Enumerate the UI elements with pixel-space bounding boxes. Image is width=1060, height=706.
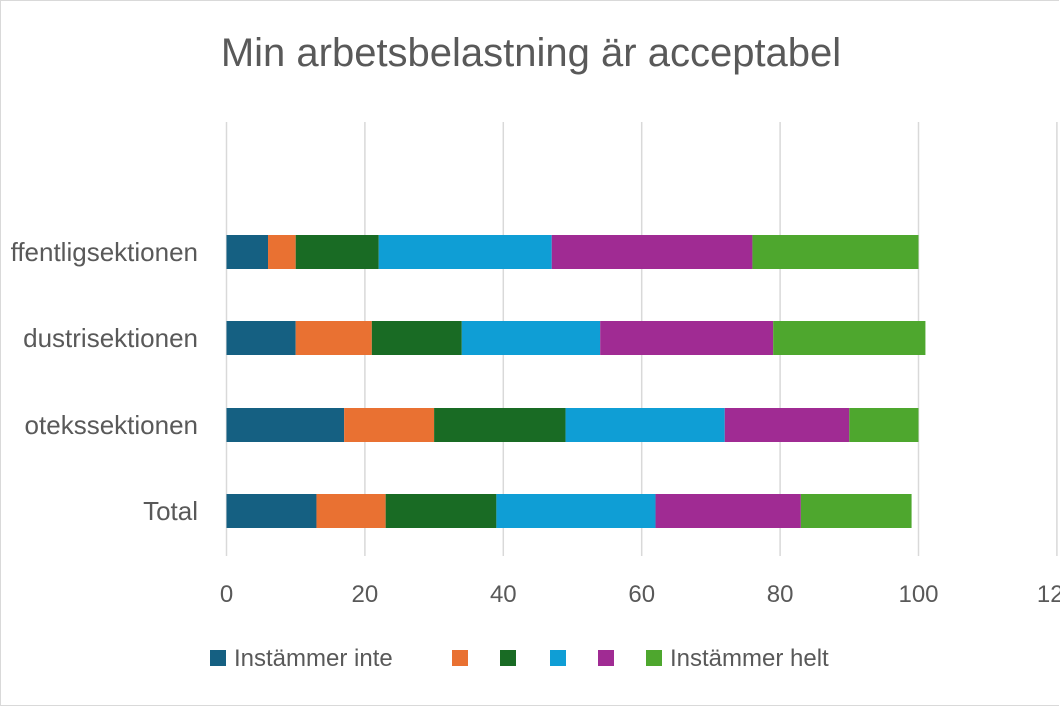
legend-swatch xyxy=(646,650,662,666)
bar-segment xyxy=(385,494,497,528)
legend-swatch xyxy=(500,650,516,666)
bar-segment xyxy=(773,321,926,355)
bar-segment xyxy=(551,235,753,269)
bar-segment xyxy=(344,408,435,442)
category-label: dustrisektionen xyxy=(23,323,198,353)
bar-segment xyxy=(565,408,725,442)
legend-label: Instämmer helt xyxy=(670,645,829,672)
bar-segment xyxy=(461,321,601,355)
x-tick-label: 60 xyxy=(628,581,655,608)
chart-title: Min arbetsbelastning är acceptabel xyxy=(221,31,841,75)
bar-segment xyxy=(268,235,296,269)
legend-swatch xyxy=(210,650,226,666)
x-tick-labels: 0 20 40 60 80 100 120 xyxy=(220,581,1060,608)
bar-segment xyxy=(600,321,774,355)
category-labels: ffentligsektionen dustrisektionen otekssek… xyxy=(11,237,198,526)
bar-segment xyxy=(378,235,552,269)
bars xyxy=(226,235,926,528)
bar-segment xyxy=(800,494,912,528)
bar-segment xyxy=(496,494,656,528)
bar-segment xyxy=(371,321,462,355)
bar-segment xyxy=(849,408,919,442)
category-label: otekssektionen xyxy=(25,410,198,440)
x-tick-label: 80 xyxy=(767,581,794,608)
legend-swatch xyxy=(550,650,566,666)
bar-segment xyxy=(655,494,801,528)
x-tick-label: 0 xyxy=(220,581,233,608)
x-tick-label: 20 xyxy=(352,581,379,608)
bar-segment xyxy=(226,408,345,442)
category-label: Total xyxy=(143,496,198,526)
bar-segment xyxy=(226,235,269,269)
bar-segment xyxy=(724,408,850,442)
category-label: ffentligsektionen xyxy=(11,237,198,267)
legend: Instämmer inte Instämmer helt xyxy=(210,645,829,672)
bar-segment xyxy=(295,321,372,355)
legend-swatch xyxy=(598,650,614,666)
legend-label: Instämmer inte xyxy=(234,645,393,672)
x-tick-label: 120 xyxy=(1037,581,1060,608)
bar-segment xyxy=(226,321,296,355)
bar-segment xyxy=(316,494,386,528)
bar-segment xyxy=(295,235,379,269)
x-tick-label: 100 xyxy=(898,581,938,608)
bar-segment xyxy=(226,494,317,528)
x-tick-label: 40 xyxy=(490,581,517,608)
bar-segment xyxy=(752,235,919,269)
legend-swatch xyxy=(452,650,468,666)
bar-segment xyxy=(434,408,566,442)
